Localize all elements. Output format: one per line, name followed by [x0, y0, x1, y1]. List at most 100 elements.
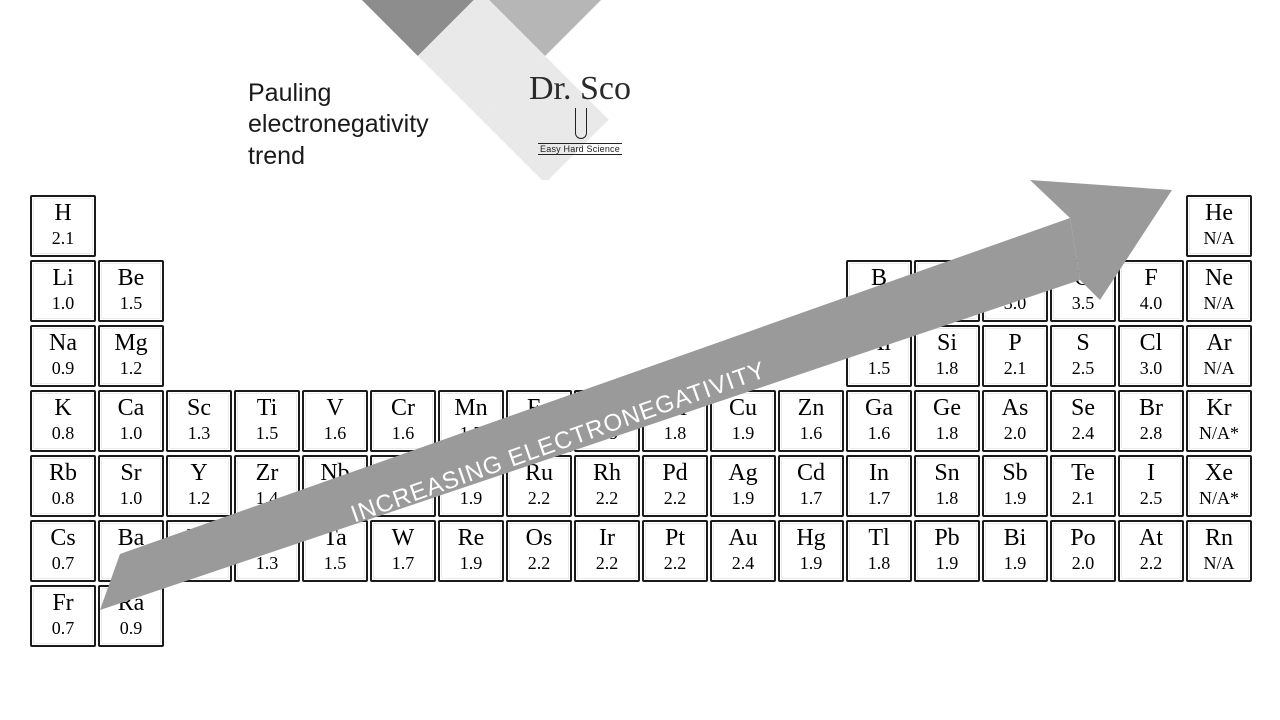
element-cell-in: In1.7 [846, 455, 912, 517]
empty-cell [846, 585, 914, 647]
element-symbol: Si [916, 331, 978, 355]
empty-cell [1186, 585, 1254, 647]
element-cell-p: P2.1 [982, 325, 1048, 387]
element-value: 1.5 [100, 294, 162, 312]
empty-cell [234, 585, 302, 647]
element-cell-o: O3.5 [1050, 260, 1116, 322]
element-cell-ba: Ba0.9 [98, 520, 164, 582]
element-cell-ra: Ra0.9 [98, 585, 164, 647]
element-value: 1.9 [440, 554, 502, 572]
element-cell-b: B2.0 [846, 260, 912, 322]
element-value: 1.9 [916, 554, 978, 572]
element-cell-s: S2.5 [1050, 325, 1116, 387]
element-symbol: I [1120, 461, 1182, 485]
element-cell-sr: Sr1.0 [98, 455, 164, 517]
element-cell-pt: Pt2.2 [642, 520, 708, 582]
element-cell-f: F 4.0 [1118, 260, 1184, 322]
empty-cell [234, 325, 302, 387]
empty-cell [234, 260, 302, 322]
element-cell-al: Al1.5 [846, 325, 912, 387]
empty-cell [166, 195, 234, 257]
empty-cell [302, 260, 370, 322]
element-value: N/A* [1188, 489, 1250, 507]
element-value: 2.5 [1052, 359, 1114, 377]
element-value: 2.0 [848, 294, 910, 312]
element-value: 0.8 [32, 489, 94, 507]
element-cell-na: Na0.9 [30, 325, 96, 387]
element-symbol: Kr [1188, 396, 1250, 420]
element-value: 0.8 [32, 424, 94, 442]
element-symbol: Y [168, 461, 230, 485]
element-value: 1.4 [236, 489, 298, 507]
element-cell-hg: Hg1.9 [778, 520, 844, 582]
empty-cell [166, 585, 234, 647]
element-cell-y: Y1.2 [166, 455, 232, 517]
element-value: 1.8 [916, 424, 978, 442]
element-cell-ti: Ti1.5 [234, 390, 300, 452]
element-cell-li: Li1.0 [30, 260, 96, 322]
element-symbol: H [32, 201, 94, 225]
element-value: 0.7 [32, 554, 94, 572]
element-symbol: Pb [916, 526, 978, 550]
element-cell-os: Os2.2 [506, 520, 572, 582]
element-symbol: Ra [100, 591, 162, 615]
element-value: 1.9 [712, 489, 774, 507]
empty-cell [642, 260, 710, 322]
element-value: N/A [1188, 229, 1250, 247]
element-value: 2.1 [1052, 489, 1114, 507]
element-cell-h: H 2.1 [30, 195, 96, 257]
element-value: 1.9 [984, 554, 1046, 572]
element-value: 3.0 [984, 294, 1046, 312]
element-value: 1.3 [236, 554, 298, 572]
empty-cell [302, 325, 370, 387]
empty-cell [506, 585, 574, 647]
element-value: 2.1 [984, 359, 1046, 377]
test-tube-icon [575, 108, 587, 139]
element-value: 1.0 [100, 424, 162, 442]
element-symbol: Mg [100, 331, 162, 355]
element-cell-tl: Tl1.8 [846, 520, 912, 582]
empty-cell [370, 585, 438, 647]
element-value: 1.7 [372, 554, 434, 572]
empty-cell [982, 585, 1050, 647]
element-cell-fr: Fr0.7 [30, 585, 96, 647]
element-value: 4.0 [1120, 294, 1182, 312]
element-value: 1.8 [644, 424, 706, 442]
element-symbol: Zn [780, 396, 842, 420]
empty-cell [642, 195, 710, 257]
element-value: 1.0 [32, 294, 94, 312]
element-value: 1.9 [712, 424, 774, 442]
empty-cell [1050, 195, 1118, 257]
element-cell-w: W 1.7 [370, 520, 436, 582]
title-line-3: trend [248, 142, 305, 170]
empty-cell [302, 195, 370, 257]
empty-cell [914, 585, 982, 647]
element-value: 2.0 [984, 424, 1046, 442]
element-symbol: Xe [1188, 461, 1250, 485]
element-symbol: Cl [1120, 331, 1182, 355]
element-symbol: W [372, 526, 434, 550]
element-value: 1.6 [780, 424, 842, 442]
element-value: 1.8 [848, 554, 910, 572]
element-symbol: As [984, 396, 1046, 420]
element-cell-sc: Sc1.3 [166, 390, 232, 452]
element-value: 2.1 [32, 229, 94, 247]
element-symbol: N [984, 266, 1046, 290]
element-cell-ta: Ta1.5 [302, 520, 368, 582]
element-value: 2.2 [1120, 554, 1182, 572]
element-cell-si: Si1.8 [914, 325, 980, 387]
element-cell-rn: RnN/A [1186, 520, 1252, 582]
element-cell-sn: Sn1.8 [914, 455, 980, 517]
empty-cell [166, 260, 234, 322]
element-symbol: Sn [916, 461, 978, 485]
element-symbol: Ir [576, 526, 638, 550]
element-symbol: F [1120, 266, 1182, 290]
element-cell-he: HeN/A [1186, 195, 1252, 257]
logo-script: Dr. Sco [529, 70, 631, 107]
element-value: 3.0 [1120, 359, 1182, 377]
element-symbol: Ti [236, 396, 298, 420]
period-row: Li1.0Be1.5B2.0C2.5N3.0O3.5F4.0NeN/A [30, 260, 1254, 325]
element-symbol: Sc [168, 396, 230, 420]
empty-cell [914, 195, 982, 257]
empty-cell [1118, 195, 1186, 257]
